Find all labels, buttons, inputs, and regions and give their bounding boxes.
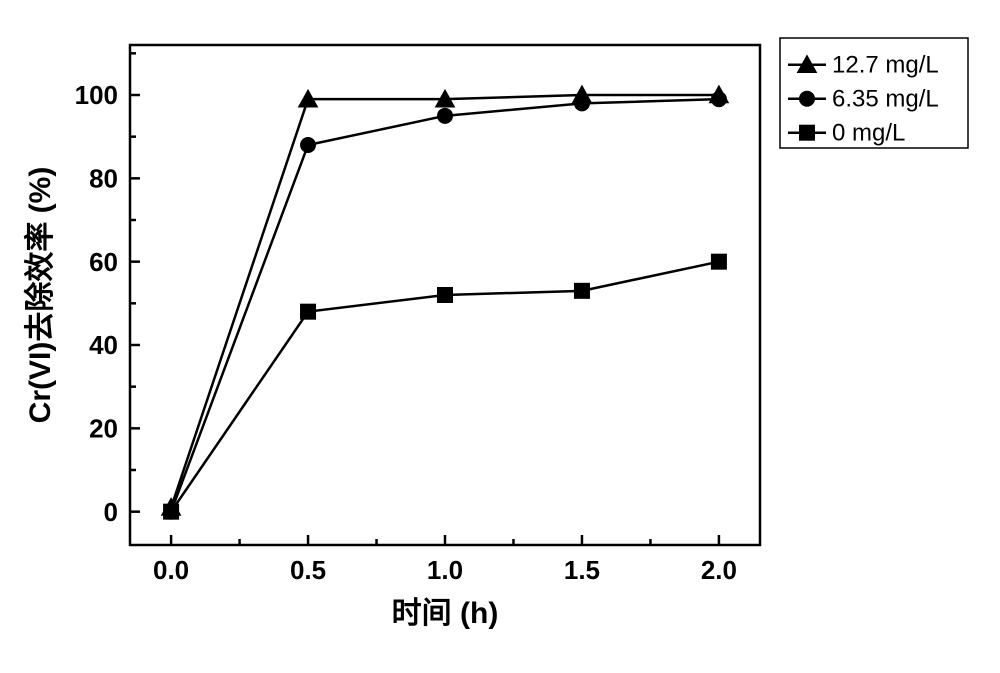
legend-label: 0 mg/L xyxy=(832,119,905,146)
x-tick-label: 0.0 xyxy=(153,555,189,585)
y-tick-label: 40 xyxy=(89,330,118,360)
y-axis-label: Cr(VI)去除效率 (%) xyxy=(23,167,57,424)
x-tick-label: 1.5 xyxy=(564,555,600,585)
x-axis-label: 时间 (h) xyxy=(392,597,499,630)
x-tick-label: 2.0 xyxy=(701,555,737,585)
line-chart: 0.0 0.5 1.0 1.5 2.0 0 20 40 60 80 100 时间 (h) Cr(VI)去… xyxy=(0,0,1000,673)
y-tick-label: 20 xyxy=(89,413,118,443)
chart-container: 0.0 0.5 1.0 1.5 2.0 0 20 40 60 80 100 时间 (h) Cr(VI)去… xyxy=(0,0,1000,673)
legend-label: 6.35 mg/L xyxy=(832,85,939,112)
y-tick-label: 60 xyxy=(89,247,118,277)
y-tick-label: 0 xyxy=(104,497,118,527)
x-tick-label: 0.5 xyxy=(290,555,326,585)
y-tick-label: 80 xyxy=(89,163,118,193)
legend-label: 12.7 mg/L xyxy=(832,51,939,78)
y-tick-label: 100 xyxy=(75,80,118,110)
x-tick-label: 1.0 xyxy=(427,555,463,585)
